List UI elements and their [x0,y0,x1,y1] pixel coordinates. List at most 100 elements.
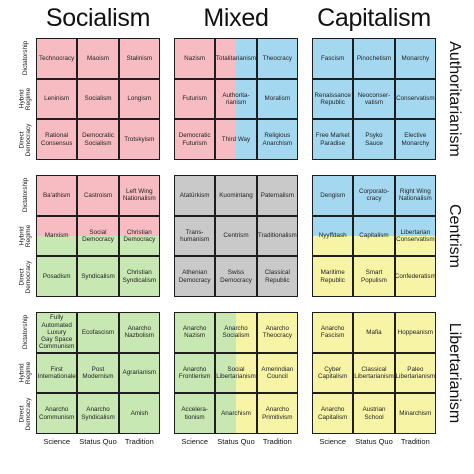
ideology-cell: Hoppeanism [394,312,436,353]
ideology-label: Classical Libertarianism [354,365,394,380]
ideology-label: Traditionalism [257,232,297,240]
ideology-cell: Right Wing Nationalism [394,175,436,216]
ideology-label: Austrian School [362,406,386,421]
ideology-label: Trans- humanism [180,228,210,243]
ideology-cell: Fascism [312,38,354,79]
ideology-label: Technocracy [38,54,75,62]
ideology-label: Paternalism [260,191,294,199]
ideology-label: Moralism [264,95,291,103]
ideology-cell: Renaissance Republic [312,78,354,120]
ideology-label: Kuomintang [219,191,253,199]
ideology-label: Futurism [182,95,207,103]
ideology-label: Monarchy [401,54,430,62]
row-header-centrism: Centrism [446,203,463,269]
ideology-label: Trotskyism [124,136,155,144]
ideology-label: Anarcho Nazism [182,325,207,340]
header-mixed: Mixed [203,4,269,32]
ideology-label: Anarcho Communism [39,406,75,421]
ideology-cell: Anarchism [215,393,257,434]
y-label-dictatorship: Dictatorship [21,315,29,350]
ideology-cell: Dengism [312,175,354,216]
ideology-label: Pinochetism [356,54,392,62]
ideology-label: Anarcho Socialism [222,325,250,340]
ideology-label: Renaissance Republic [314,91,351,106]
ideology-label: Minarchism [399,410,432,418]
ideology-cell: Anarcho Frontierism [174,352,216,394]
ideology-label: Anarcho Theocracy [262,325,293,340]
ideology-cell: Anarcho Theocracy [256,312,298,353]
ideology-cell: Nazism [174,38,216,79]
ideology-label: Amerindian Council [261,365,294,380]
ideology-label: Leninism [44,95,70,103]
ideology-label: Anarcho Fascism [320,325,345,340]
ideology-cell: Atatürkism [174,175,216,216]
ideology-cell: Christian Democracy [118,215,160,257]
ideology-label: Totalitarianism [215,54,257,62]
ideology-cell: Free Market Paradise [312,119,354,160]
ideology-label: Marxism [44,232,69,240]
header-socialism: Socialism [45,4,151,32]
ideology-label: Libertarian Conservatism [396,228,435,243]
ideology-label: Ba'athism [42,191,71,199]
quadrant-centrism-socialism: Ba'athism Castroism Left Wing Nationalism M… [36,175,160,297]
y-label-dictatorship: Dictatorship [21,178,29,213]
ideology-label: Christian Syndicalism [122,269,157,284]
ideology-label: Anarcho Primitivism [262,406,293,421]
ideology-cell: Psyko Sauce [353,119,395,160]
x-label-status-quo: Status Quo [355,437,393,446]
ideology-cell: Futurism [174,78,216,120]
quadrant-authoritarianism-capitalism: Fascism Pinochetism Monarchy Renaissance Re… [312,38,436,160]
ideology-cell: Amerindian Council [256,352,298,394]
ideology-label: Fully Automated Luxury Gay Space Communi… [39,314,75,351]
ideology-label: Stalinism [126,54,153,62]
ideology-cell: Totalitarianism [215,38,257,79]
ideology-label: Democratic Futurism [178,132,211,147]
ideology-cell: Nyyffdash [312,215,354,257]
ideology-label: Social Democracy [82,228,114,243]
ideology-cell: Christian Syndicalism [118,256,160,297]
ideology-label: Centrism [223,232,249,240]
ideology-cell: Religious Anarchism [256,119,298,160]
y-label-hybrid-regime: Hybrid Regime [18,87,33,111]
ideology-label: Longism [127,95,152,103]
ideology-cell: Pinochetism [353,38,395,79]
ideology-cell: Post Modernism [77,352,119,394]
quadrant-libertarianism-socialism: Fully Automated Luxury Gay Space Communi… [36,312,160,434]
ideology-label: Left Wing Nationalism [122,188,156,203]
ideology-cell: Corporato- cracy [353,175,395,216]
ideology-label: Socialism [84,95,112,103]
ideology-cell: Accelera- tionism [174,393,216,434]
ideology-cell: Paternalism [256,175,298,216]
quadrant-libertarianism-mixed: Anarcho Nazism Anarcho Socialism Anarcho T… [174,312,298,434]
y-label-dictatorship: Dictatorship [21,41,29,76]
x-label-science: Science [181,437,208,446]
ideology-cell: Anarcho Capitalism [312,393,354,434]
ideology-cell: First Internationale [36,352,78,394]
ideology-label: Free Market Paradise [315,132,350,147]
row-header-authoritarianism: Authoritarianism [446,41,463,157]
ideology-cell: Anarcho Primitivism [256,393,298,434]
ideology-label: Democratic Socialism [82,132,114,147]
ideology-cell: Mafia [353,312,395,353]
quadrant-authoritarianism-socialism: Technocracy Maoism Stalinism Leninism Social… [36,38,160,160]
x-label-tradition: Tradition [262,437,292,446]
ideology-label: Right Wing Nationalism [398,188,432,203]
ideology-label: Ecofascism [81,328,115,336]
ideology-label: Anarcho Frontierism [178,365,211,380]
ideology-cell: Socialism [77,78,119,120]
ideology-cell: Stalinism [118,38,160,79]
ideology-label: Agrarianism [122,369,157,377]
ideology-cell: Classical Libertarianism [353,352,395,394]
ideology-cell: Longism [118,78,160,120]
ideology-label: Anarcho Capitalism [317,406,348,421]
ideology-label: Post Modernism [82,365,114,380]
ideology-cell: Agrarianism [118,352,160,394]
ideology-label: Authorita- rianism [222,91,250,106]
y-label-hybrid-regime: Hybrid Regime [18,224,33,248]
x-label-science: Science [43,437,70,446]
y-label-hybrid-regime: Hybrid Regime [18,361,33,385]
ideology-label: Social Libertarianism [216,365,256,380]
y-label-direct-democracy: Direct Democracy [18,123,33,157]
ideology-label: Fascism [320,54,345,62]
ideology-cell: Left Wing Nationalism [118,175,160,216]
